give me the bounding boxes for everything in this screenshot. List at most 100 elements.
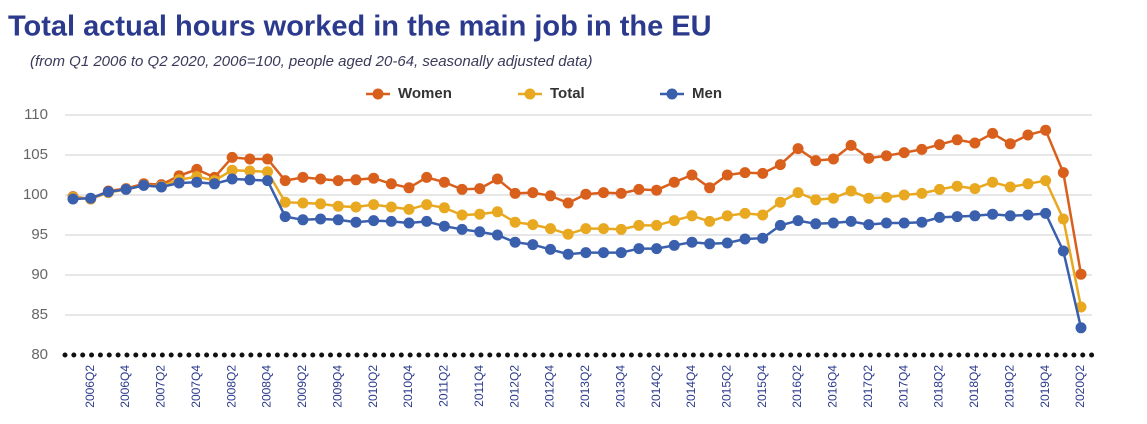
point xyxy=(898,147,910,159)
y-tick-label: 90 xyxy=(31,266,48,283)
point xyxy=(491,206,503,218)
point xyxy=(951,134,963,146)
x-tick-label: 2015Q2 xyxy=(719,365,733,408)
point xyxy=(651,184,663,196)
series-line xyxy=(72,128,1083,275)
point xyxy=(934,211,946,223)
point xyxy=(987,208,999,220)
point xyxy=(686,236,698,248)
point xyxy=(651,219,663,231)
point xyxy=(704,182,716,194)
point xyxy=(615,187,627,199)
point xyxy=(721,237,733,249)
point xyxy=(934,139,946,151)
x-tick-label: 2012Q2 xyxy=(507,365,521,408)
x-tick-label: 2020Q2 xyxy=(1073,365,1087,408)
point xyxy=(315,198,327,210)
y-tick-label: 95 xyxy=(31,226,48,243)
chart-title: Total actual hours worked in the main jo… xyxy=(8,11,712,43)
point xyxy=(544,223,556,235)
point xyxy=(226,164,238,176)
point xyxy=(774,159,786,171)
legend-label: Women xyxy=(398,85,452,102)
point xyxy=(704,215,716,227)
x-tick-label: 2016Q2 xyxy=(790,365,804,408)
x-tick-label: 2010Q2 xyxy=(366,365,380,408)
x-tick-label: 2006Q2 xyxy=(83,365,97,408)
x-tick-label: 2010Q4 xyxy=(401,365,415,408)
point xyxy=(527,187,539,199)
point xyxy=(368,172,380,184)
point xyxy=(315,213,327,225)
x-tick-label: 2008Q4 xyxy=(260,365,274,408)
y-tick-label: 110 xyxy=(24,106,48,123)
point xyxy=(1057,213,1069,225)
point xyxy=(580,223,592,235)
point xyxy=(173,177,185,189)
point xyxy=(297,171,309,183)
x-tick-label: 2009Q2 xyxy=(295,365,309,408)
point xyxy=(580,188,592,200)
point xyxy=(1057,167,1069,179)
point xyxy=(509,236,521,248)
x-tick-label: 2014Q2 xyxy=(649,365,663,408)
point xyxy=(898,217,910,229)
point xyxy=(863,192,875,204)
legend-label: Men xyxy=(692,85,722,102)
y-tick-label: 100 xyxy=(23,186,48,203)
point xyxy=(368,215,380,227)
point xyxy=(1075,322,1087,334)
x-tick-label: 2012Q4 xyxy=(543,365,557,408)
point xyxy=(385,201,397,213)
point xyxy=(704,238,716,250)
point xyxy=(774,196,786,208)
point xyxy=(1057,245,1069,257)
point xyxy=(987,127,999,139)
point xyxy=(987,176,999,188)
point xyxy=(686,169,698,181)
point xyxy=(615,223,627,235)
point xyxy=(845,215,857,227)
point xyxy=(668,239,680,251)
point xyxy=(350,174,362,186)
point xyxy=(951,180,963,192)
point xyxy=(421,171,433,183)
point xyxy=(350,201,362,213)
point xyxy=(474,208,486,220)
y-tick-label: 80 xyxy=(31,346,48,363)
point xyxy=(297,197,309,209)
point xyxy=(102,186,114,198)
point xyxy=(279,196,291,208)
legend-marker xyxy=(524,88,536,100)
point xyxy=(350,216,362,228)
x-tick-label: 2019Q4 xyxy=(1038,365,1052,408)
point xyxy=(739,167,751,179)
point xyxy=(668,215,680,227)
point xyxy=(85,192,97,204)
point xyxy=(527,239,539,251)
point xyxy=(456,209,468,221)
point xyxy=(544,243,556,255)
point xyxy=(827,153,839,165)
point xyxy=(739,233,751,245)
point xyxy=(491,229,503,241)
point xyxy=(845,185,857,197)
point xyxy=(598,223,610,235)
point xyxy=(651,243,663,255)
point xyxy=(633,219,645,231)
point xyxy=(934,183,946,195)
point xyxy=(686,210,698,222)
point xyxy=(297,214,309,226)
point xyxy=(262,166,274,178)
point xyxy=(810,194,822,206)
point xyxy=(1022,178,1034,190)
point xyxy=(757,209,769,221)
y-tick-label: 85 xyxy=(31,306,48,323)
point xyxy=(544,190,556,202)
point xyxy=(1040,207,1052,219)
point xyxy=(916,143,928,155)
legend-marker xyxy=(372,88,384,100)
point xyxy=(951,211,963,223)
point xyxy=(438,202,450,214)
point xyxy=(1022,129,1034,141)
